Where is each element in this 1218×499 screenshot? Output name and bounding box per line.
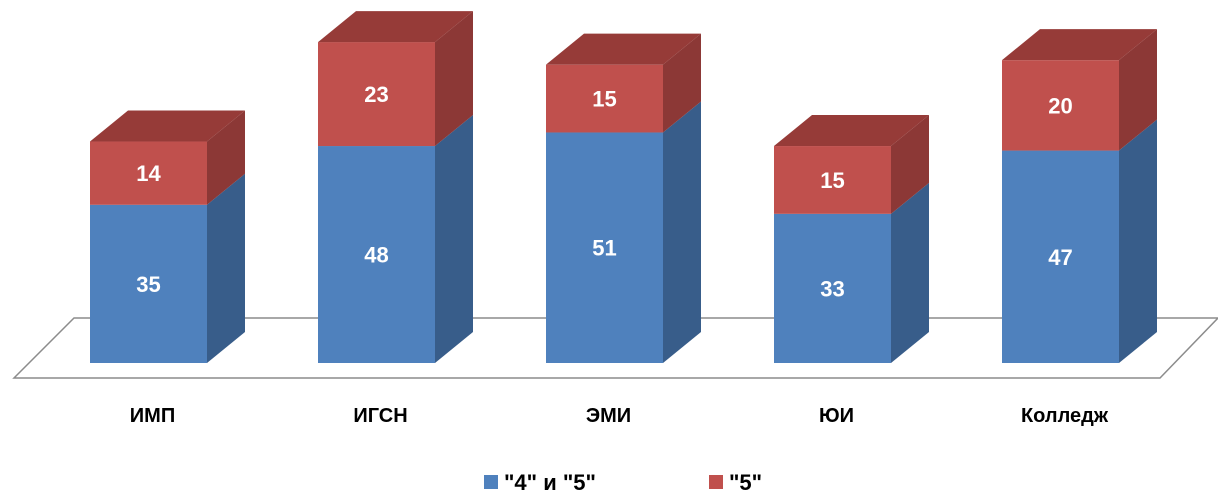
bar-segment-1-1: [318, 42, 435, 147]
bar-segment-0-3: [774, 213, 891, 363]
bar-top-1: [318, 11, 473, 43]
data-label-0-2: 51: [592, 236, 616, 261]
bars-group: 35 14 48 23 51 15 33 15 47 20: [90, 11, 1157, 363]
data-label-1-4: 20: [1048, 93, 1072, 118]
data-label-1-3: 15: [820, 168, 844, 193]
bar-side-0-2: [663, 101, 701, 363]
legend-swatch-0: [484, 475, 498, 489]
bar-side-0-0: [207, 173, 245, 363]
bar-segment-0-0: [90, 204, 207, 363]
bar-top-0: [90, 110, 245, 142]
bar-side-0-4: [1119, 119, 1157, 363]
category-label-1: ИГСН: [353, 405, 407, 427]
data-label-1-1: 23: [364, 82, 388, 107]
category-labels: ИМП ИГСН ЭМИ ЮИ Колледж: [130, 405, 1109, 427]
legend: "4" и "5" "5": [484, 470, 762, 495]
category-label-0: ИМП: [130, 405, 175, 427]
bar-segment-1-4: [1002, 60, 1119, 151]
bar-side-0-1: [435, 115, 473, 363]
data-label-0-0: 35: [136, 272, 160, 297]
data-label-1-2: 15: [592, 87, 616, 112]
bar-side-0-3: [891, 182, 929, 363]
bar-top-2: [546, 33, 701, 65]
bar-segment-0-4: [1002, 150, 1119, 363]
data-label-0-3: 33: [820, 276, 844, 301]
bar-top-3: [774, 115, 929, 147]
bar-top-4: [1002, 29, 1157, 61]
bar-side-1-4: [1119, 29, 1157, 151]
legend-label-1: "5": [729, 470, 762, 495]
bar-side-1-2: [663, 33, 701, 133]
bar-segment-1-0: [90, 141, 207, 205]
category-label-3: ЮИ: [819, 405, 854, 427]
bar-segment-0-1: [318, 146, 435, 363]
data-label-0-4: 47: [1048, 245, 1072, 270]
legend-swatch-1: [709, 475, 723, 489]
bar-side-1-0: [207, 110, 245, 205]
data-label-0-1: 48: [364, 243, 388, 268]
bar-segment-1-3: [774, 146, 891, 214]
category-label-2: ЭМИ: [586, 405, 631, 427]
bar-side-1-3: [891, 115, 929, 214]
bar-segment-1-2: [546, 64, 663, 133]
bar-side-1-1: [435, 11, 473, 147]
bar-segment-0-2: [546, 132, 663, 363]
data-label-1-0: 14: [136, 161, 161, 186]
legend-label-0: "4" и "5": [504, 470, 596, 495]
category-label-4: Колледж: [1021, 405, 1109, 427]
